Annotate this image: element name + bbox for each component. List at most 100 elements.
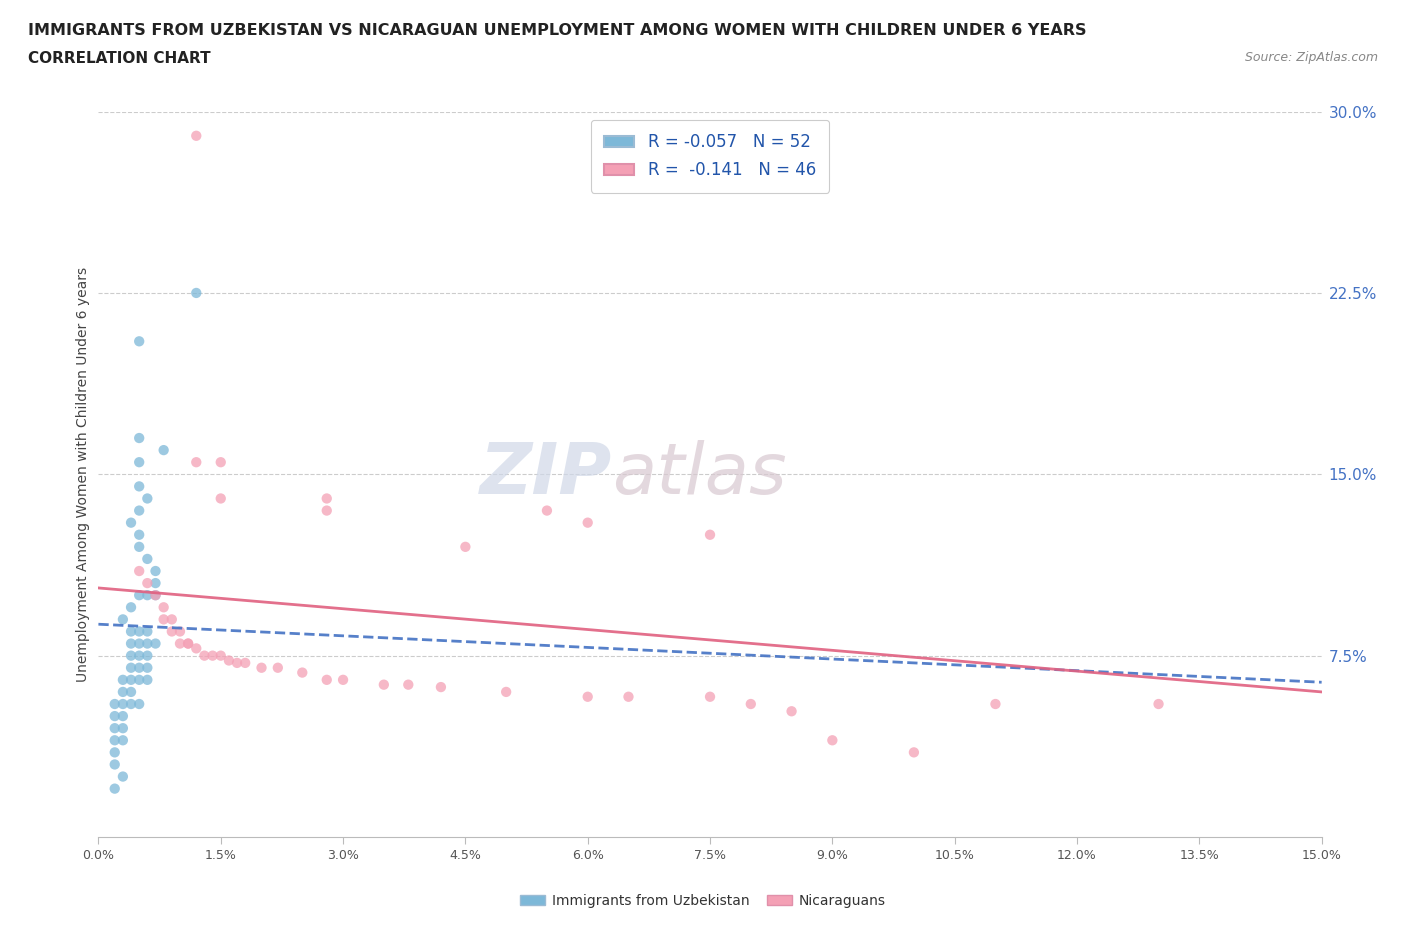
Point xyxy=(111,769,134,784)
Point xyxy=(177,636,200,651)
Point xyxy=(1147,697,1170,711)
Legend: R = -0.057   N = 52, R =  -0.141   N = 46: R = -0.057 N = 52, R = -0.141 N = 46 xyxy=(591,120,830,193)
Point xyxy=(136,576,159,591)
Point xyxy=(267,660,290,675)
Point xyxy=(120,624,142,639)
Point xyxy=(291,665,314,680)
Point xyxy=(617,689,640,704)
Point xyxy=(454,539,477,554)
Point xyxy=(120,648,142,663)
Point xyxy=(120,600,142,615)
Point xyxy=(536,503,558,518)
Point xyxy=(120,515,142,530)
Point xyxy=(120,660,142,675)
Point xyxy=(193,648,215,663)
Point xyxy=(984,697,1007,711)
Point xyxy=(250,660,273,675)
Point xyxy=(315,672,337,687)
Point xyxy=(315,491,337,506)
Point xyxy=(128,539,150,554)
Y-axis label: Unemployment Among Women with Children Under 6 years: Unemployment Among Women with Children U… xyxy=(76,267,90,682)
Point xyxy=(226,656,249,671)
Point xyxy=(128,455,150,470)
Text: atlas: atlas xyxy=(612,440,787,509)
Point xyxy=(104,697,127,711)
Point xyxy=(128,697,150,711)
Point xyxy=(332,672,354,687)
Point xyxy=(128,624,150,639)
Text: IMMIGRANTS FROM UZBEKISTAN VS NICARAGUAN UNEMPLOYMENT AMONG WOMEN WITH CHILDREN : IMMIGRANTS FROM UZBEKISTAN VS NICARAGUAN… xyxy=(28,23,1087,38)
Point xyxy=(152,612,174,627)
Point xyxy=(111,733,134,748)
Point xyxy=(430,680,453,695)
Point xyxy=(111,612,134,627)
Point xyxy=(576,689,599,704)
Point xyxy=(315,503,337,518)
Point xyxy=(780,704,803,719)
Point xyxy=(186,286,208,300)
Point xyxy=(186,641,208,656)
Point xyxy=(218,653,240,668)
Point xyxy=(145,588,167,603)
Point xyxy=(128,588,150,603)
Point xyxy=(104,733,127,748)
Point xyxy=(128,431,150,445)
Point xyxy=(128,334,150,349)
Point xyxy=(209,455,232,470)
Point xyxy=(104,757,127,772)
Point xyxy=(128,527,150,542)
Point xyxy=(136,551,159,566)
Point xyxy=(136,672,159,687)
Point xyxy=(145,576,167,591)
Point xyxy=(152,600,174,615)
Point xyxy=(209,648,232,663)
Point xyxy=(104,781,127,796)
Point xyxy=(699,527,721,542)
Text: ZIP: ZIP xyxy=(479,440,612,509)
Point xyxy=(120,636,142,651)
Point xyxy=(128,636,150,651)
Point xyxy=(111,721,134,736)
Point xyxy=(120,684,142,699)
Point xyxy=(111,684,134,699)
Point xyxy=(160,624,183,639)
Point xyxy=(169,636,191,651)
Point xyxy=(699,689,721,704)
Point xyxy=(160,612,183,627)
Point xyxy=(136,648,159,663)
Point xyxy=(128,672,150,687)
Point xyxy=(903,745,925,760)
Point xyxy=(120,697,142,711)
Point xyxy=(128,648,150,663)
Point xyxy=(111,672,134,687)
Point xyxy=(104,721,127,736)
Point xyxy=(128,660,150,675)
Point xyxy=(396,677,419,692)
Point xyxy=(111,697,134,711)
Text: CORRELATION CHART: CORRELATION CHART xyxy=(28,51,211,66)
Point xyxy=(128,564,150,578)
Point xyxy=(136,624,159,639)
Point xyxy=(186,455,208,470)
Legend: Immigrants from Uzbekistan, Nicaraguans: Immigrants from Uzbekistan, Nicaraguans xyxy=(515,889,891,914)
Point xyxy=(136,660,159,675)
Point xyxy=(209,491,232,506)
Point xyxy=(821,733,844,748)
Point xyxy=(186,128,208,143)
Point xyxy=(495,684,517,699)
Point xyxy=(169,624,191,639)
Point xyxy=(145,588,167,603)
Point xyxy=(111,709,134,724)
Point xyxy=(201,648,224,663)
Point xyxy=(152,443,174,458)
Point xyxy=(128,503,150,518)
Text: Source: ZipAtlas.com: Source: ZipAtlas.com xyxy=(1244,51,1378,64)
Point xyxy=(233,656,256,671)
Point xyxy=(145,636,167,651)
Point xyxy=(177,636,200,651)
Point xyxy=(576,515,599,530)
Point xyxy=(145,564,167,578)
Point xyxy=(104,745,127,760)
Point xyxy=(104,709,127,724)
Point xyxy=(136,636,159,651)
